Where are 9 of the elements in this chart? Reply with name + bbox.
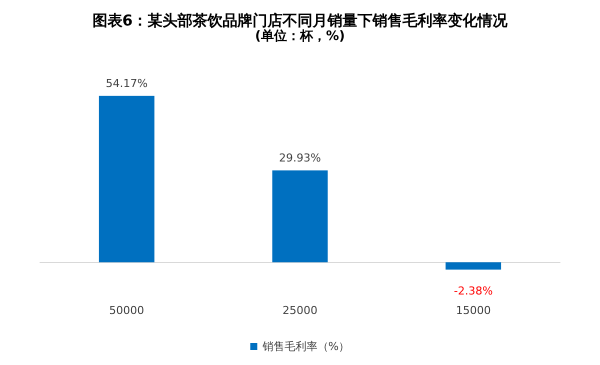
x-tick-label: 25000	[282, 304, 318, 317]
x-tick-label: 50000	[109, 304, 144, 317]
legend-label: 销售毛利率（%）	[261, 340, 350, 353]
chart-title: 图表6：某头部茶饮品牌门店不同月销量下销售毛利率变化情况	[92, 12, 509, 30]
data-label: 54.17%	[106, 76, 148, 90]
data-label: -2.38%	[454, 284, 493, 298]
x-tick-label: 15000	[456, 304, 491, 317]
chart-subtitle: (单位：杯，%)	[255, 28, 345, 44]
data-label: 29.93%	[279, 151, 321, 164]
